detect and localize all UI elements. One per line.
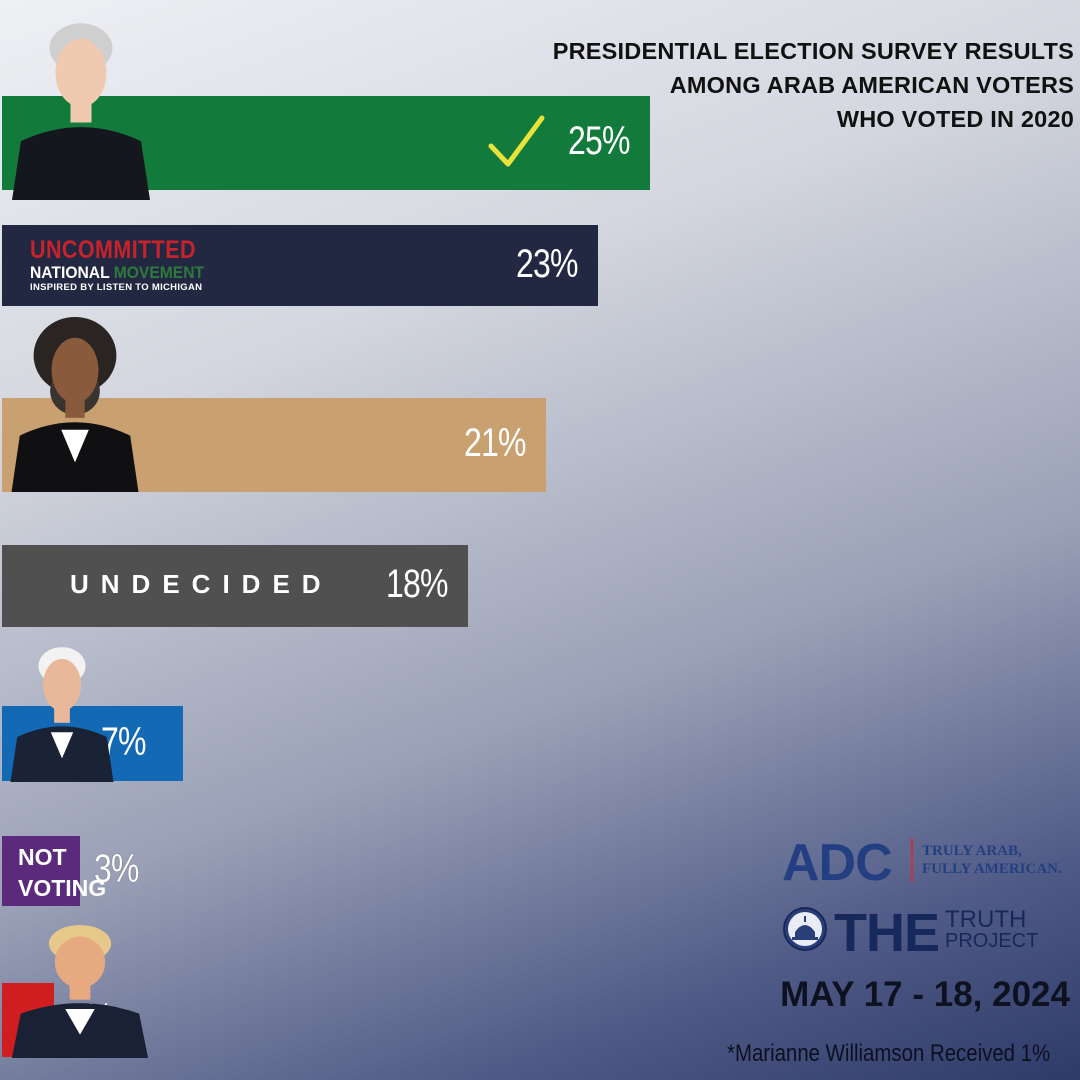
footnote: *Marianne Williamson Received 1% bbox=[726, 1040, 1050, 1067]
uncommitted-logo-national: NATIONAL bbox=[30, 263, 114, 282]
adc-divider bbox=[911, 838, 913, 882]
uncommitted-logo: UNCOMMITTED NATIONAL MOVEMENT INSPIRED BY … bbox=[30, 237, 223, 293]
uncommitted-logo-line-3: INSPIRED BY LISTEN TO MICHIGAN bbox=[30, 282, 203, 293]
not-voting-label-line-2: VOTING bbox=[18, 875, 107, 901]
adc-tagline: TRULY ARAB, FULLY AMERICAN. bbox=[922, 842, 1062, 878]
survey-date: MAY 17 - 18, 2024 bbox=[780, 975, 1070, 1014]
undecided-label: UNDECIDED bbox=[70, 569, 333, 599]
title-line-3: WHO VOTED IN 2020 bbox=[836, 106, 1074, 132]
truth-project-project: PROJECT bbox=[945, 930, 1039, 952]
bar-value-label-6: 3% bbox=[94, 847, 139, 891]
bar-value-label-2: 23% bbox=[516, 241, 578, 286]
truth-project-the: THE bbox=[834, 903, 940, 963]
adc-tagline-1: TRULY ARAB, bbox=[922, 843, 1022, 859]
candidate-photo-7 bbox=[11, 925, 149, 1058]
candidate-photo-3 bbox=[11, 316, 139, 492]
bar-6 bbox=[2, 836, 80, 906]
adc-tagline-2: FULLY AMERICAN. bbox=[922, 861, 1062, 877]
bar-value-label-1: 25% bbox=[568, 119, 630, 163]
bar-2 bbox=[2, 225, 598, 306]
candidate-photo-5 bbox=[10, 647, 114, 782]
uncommitted-logo-line-1: UNCOMMITTED bbox=[30, 236, 196, 264]
uncommitted-logo-line-2: NATIONAL MOVEMENT bbox=[30, 263, 208, 282]
not-voting-label-line-1: NOT bbox=[18, 844, 67, 870]
not-voting-label: NOT VOTING bbox=[18, 842, 106, 904]
chart-title: PRESIDENTIAL ELECTION SURVEY RESULTS AMO… bbox=[514, 34, 1074, 136]
title-line-1: PRESIDENTIAL ELECTION SURVEY RESULTS bbox=[552, 38, 1074, 64]
uncommitted-logo-movement: MOVEMENT bbox=[113, 263, 205, 282]
capitol-dome-icon bbox=[783, 907, 827, 951]
bar-value-label-3: 21% bbox=[464, 421, 526, 465]
adc-logo: ADC bbox=[782, 834, 893, 892]
truth-project-truth: TRUTH bbox=[945, 906, 1027, 933]
bar-4 bbox=[2, 545, 468, 627]
bar-value-label-4: 18% bbox=[386, 562, 448, 606]
title-line-2: AMONG ARAB AMERICAN VOTERS bbox=[669, 72, 1074, 98]
candidate-photo-1 bbox=[12, 23, 150, 200]
checkmark-icon bbox=[488, 115, 545, 167]
